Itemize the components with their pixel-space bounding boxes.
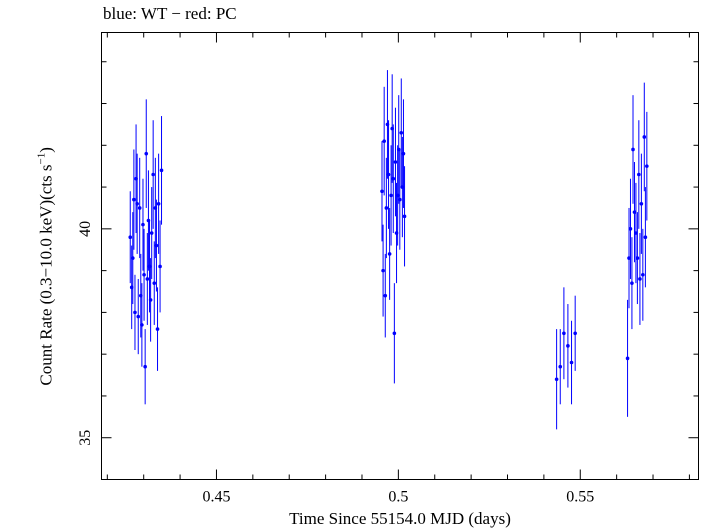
data-point [128,235,133,240]
data-point [642,135,647,139]
data-point [635,256,640,260]
data-point [144,151,149,156]
data-point [398,197,402,202]
data-point [158,264,162,269]
data-point [149,231,154,235]
x-tick-label: 0.45 [202,489,230,506]
data-point [639,201,644,206]
data-point [132,197,136,202]
data-point [637,172,641,177]
data-point [156,201,161,206]
data-point [569,360,574,365]
data-point [141,222,145,227]
chart-title: blue: WT − red: PC [103,4,237,23]
data-point [641,272,645,277]
data-point [554,377,559,382]
data-point [130,256,135,260]
data-point [381,268,385,273]
data-point [625,356,630,361]
data-point [152,281,157,285]
data-point [402,214,407,219]
data-point [384,206,389,210]
data-point [401,151,406,156]
x-tick-label: 0.55 [566,489,594,506]
data-point [133,310,137,315]
plot-frame [101,32,699,480]
x-axis-label: Time Since 55154.0 MJD (days) [289,509,511,528]
data-point [627,256,631,260]
data-point [645,164,649,168]
data-point [643,235,648,240]
data-point [382,139,386,143]
data-point [148,298,153,302]
data-point [383,293,388,298]
data-point [389,193,393,198]
data-point [154,243,159,248]
data-point [558,364,563,369]
data-point [566,344,570,348]
data-point [631,147,635,152]
y-axis-label-exponent: −1 [35,152,48,165]
data-point [387,252,392,256]
data-point [142,272,146,277]
data-point [638,277,642,281]
data-point [562,331,566,336]
data-point [391,176,396,181]
data-point [140,323,144,327]
x-tick-label: 0.5 [388,489,408,506]
data-point [632,210,637,214]
data-point [151,172,155,177]
y-axis-label-main: Count Rate (0.3−10.0 keV)(cts s [36,164,56,386]
data-point [392,331,397,336]
data-point [145,277,150,281]
data-point [386,172,391,177]
y-axis-label: Count Rate (0.3−10.0 keV)(cts s−1) [36,96,57,436]
y-tick-label: 40 [77,221,94,237]
tick-labels: 0.45 0.5 0.55 35 40 [77,221,594,506]
data-point [137,206,142,210]
data-point [159,168,164,173]
data-point [380,189,384,194]
data-point [393,160,398,164]
y-tick-label: 35 [77,430,94,446]
data-point [573,331,577,336]
axis-ticks [101,32,699,480]
data-point [628,227,633,231]
data-point [634,231,638,235]
data-point [135,201,139,206]
data-point [136,314,141,319]
data-point [630,281,634,285]
data-point [399,130,404,135]
data-point [143,364,147,369]
y-axis-label-end: ) [36,147,56,153]
data-point [155,327,160,331]
data-marks [128,70,649,430]
